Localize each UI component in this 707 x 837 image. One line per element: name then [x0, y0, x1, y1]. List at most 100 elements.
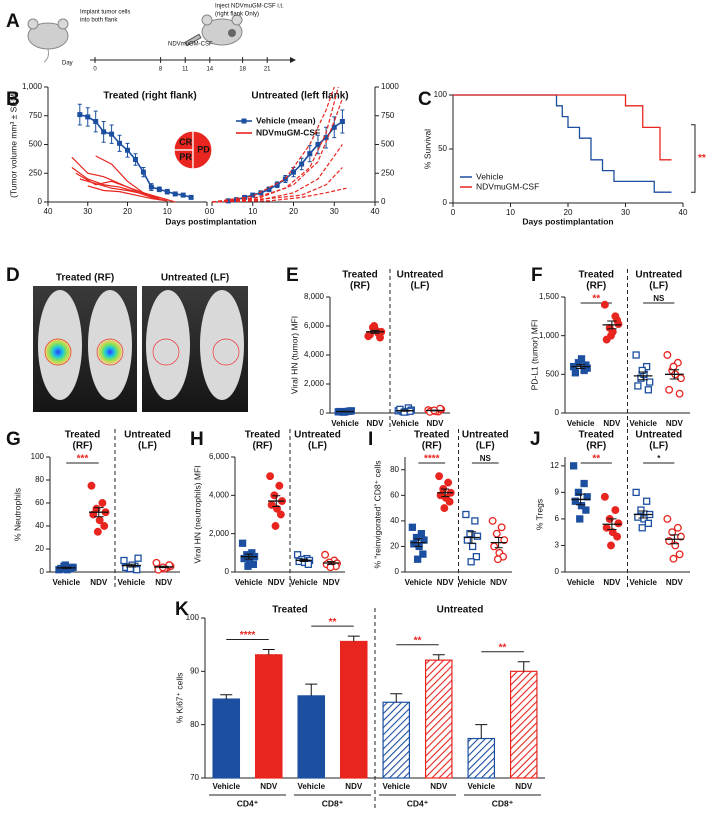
sem-bar [244, 553, 253, 560]
data-point [493, 555, 502, 564]
x-tick-label: NDV [437, 578, 455, 587]
x-tick-label: Vehicle [467, 782, 495, 791]
y-tick-label: 2,000 [209, 529, 230, 538]
individual-curve [211, 86, 335, 203]
mean-marker [148, 184, 154, 190]
x-tick-label: Vehicle [391, 419, 419, 428]
sem-bar [575, 364, 586, 370]
section-title: Untreated [437, 605, 484, 616]
y-tick-label: 500 [29, 140, 43, 149]
bar [339, 640, 368, 779]
x-tick-label: 40 [44, 207, 53, 216]
data-point [582, 506, 590, 514]
cell-label: CD4⁺ [407, 798, 429, 808]
data-point [419, 550, 427, 558]
group-title: (RF) [350, 281, 370, 292]
sem-bar [575, 493, 586, 506]
data-point [571, 369, 580, 377]
mean-marker [180, 192, 186, 198]
x-tick-label: NDV [90, 578, 108, 587]
group-title: Treated [342, 270, 378, 281]
mean-marker [172, 191, 178, 197]
x-tick-label: NDV [323, 578, 341, 587]
data-point [500, 536, 509, 545]
mean-marker [85, 114, 91, 120]
mean-marker [339, 119, 345, 124]
schematic-note: (right flank Only) [215, 12, 259, 18]
data-point [663, 351, 672, 359]
sem-bar [299, 558, 308, 562]
x-tick-label: Vehicle [297, 782, 325, 791]
group-title: (LF) [138, 441, 157, 452]
data-point [462, 510, 470, 519]
data-point [98, 499, 107, 507]
data-point [120, 556, 128, 565]
data-point [492, 529, 501, 538]
mean-marker [125, 147, 130, 153]
schematic [27, 14, 243, 63]
data-point [574, 488, 583, 497]
x-tick-label: 30 [621, 208, 630, 217]
data-point [266, 472, 275, 481]
mean-marker [258, 190, 264, 196]
timeline-tick-label: 18 [239, 67, 246, 73]
error-bar [305, 683, 318, 696]
y-tick-label: 250 [381, 168, 395, 177]
y-tick-label: 90 [190, 666, 199, 675]
timeline-tick-label: 11 [182, 67, 189, 73]
y-tick-label: 8,000 [304, 292, 325, 301]
data-point [473, 532, 482, 540]
syringe-label: NDVmuGM-CSF [168, 42, 213, 48]
y-tick-label: 40 [390, 516, 399, 525]
y-tick-label: 750 [29, 111, 43, 120]
data-point [632, 351, 640, 359]
x-tick-label: NDV [155, 578, 173, 587]
data-point [675, 389, 684, 398]
data-point [607, 541, 615, 550]
data-point [326, 563, 335, 572]
legend-label: NDVmuGM-CSF [256, 127, 320, 137]
x-tick-label: 10 [506, 208, 515, 217]
data-point [611, 506, 620, 515]
data-point [663, 514, 672, 523]
mean-marker [156, 186, 162, 192]
chart-title: Untreated (left flank) [251, 91, 348, 102]
data-point [613, 316, 622, 325]
x-tick-label: Vehicle [331, 419, 359, 428]
x-tick-label: NDV [268, 578, 286, 587]
data-point [440, 504, 449, 513]
x-tick-label: Vehicle [629, 419, 657, 428]
data-point [471, 517, 479, 525]
data-point [273, 504, 281, 513]
x-tick-label: NDV [427, 419, 445, 428]
y-tick-label: 500 [381, 140, 395, 149]
cell-label: CD4⁺ [237, 798, 259, 808]
data-point [238, 539, 247, 547]
sem-bar [669, 369, 680, 380]
y-tick-label: 500 [546, 369, 560, 378]
y-axis-label: Viral HN (tumor) MFI [289, 316, 299, 394]
mean-marker [291, 169, 296, 175]
data-point [134, 554, 142, 562]
schematic-note: Implant tumor cells [80, 10, 130, 16]
mean-marker [323, 135, 329, 141]
schematic-note: Inject NDVmuGM-CSF i.t. [215, 4, 284, 10]
data-point [646, 378, 654, 386]
panel-letter: K [175, 599, 189, 620]
bar [467, 737, 496, 779]
data-point [435, 472, 444, 481]
x-tick-label: NDV [666, 419, 684, 428]
sem-bar [61, 566, 72, 569]
significance: ** [329, 617, 337, 628]
individual-curve [87, 185, 168, 202]
significance: ** [499, 642, 507, 653]
data-point [638, 366, 646, 375]
data-point [444, 478, 453, 487]
y-axis-label: % Survival [422, 129, 432, 169]
y-tick-label: 1,000 [539, 331, 560, 340]
legend-label: Vehicle [476, 171, 504, 181]
pie-slice [192, 130, 213, 170]
mean-marker [140, 169, 146, 175]
y-axis-label: % Tregs [534, 499, 544, 530]
